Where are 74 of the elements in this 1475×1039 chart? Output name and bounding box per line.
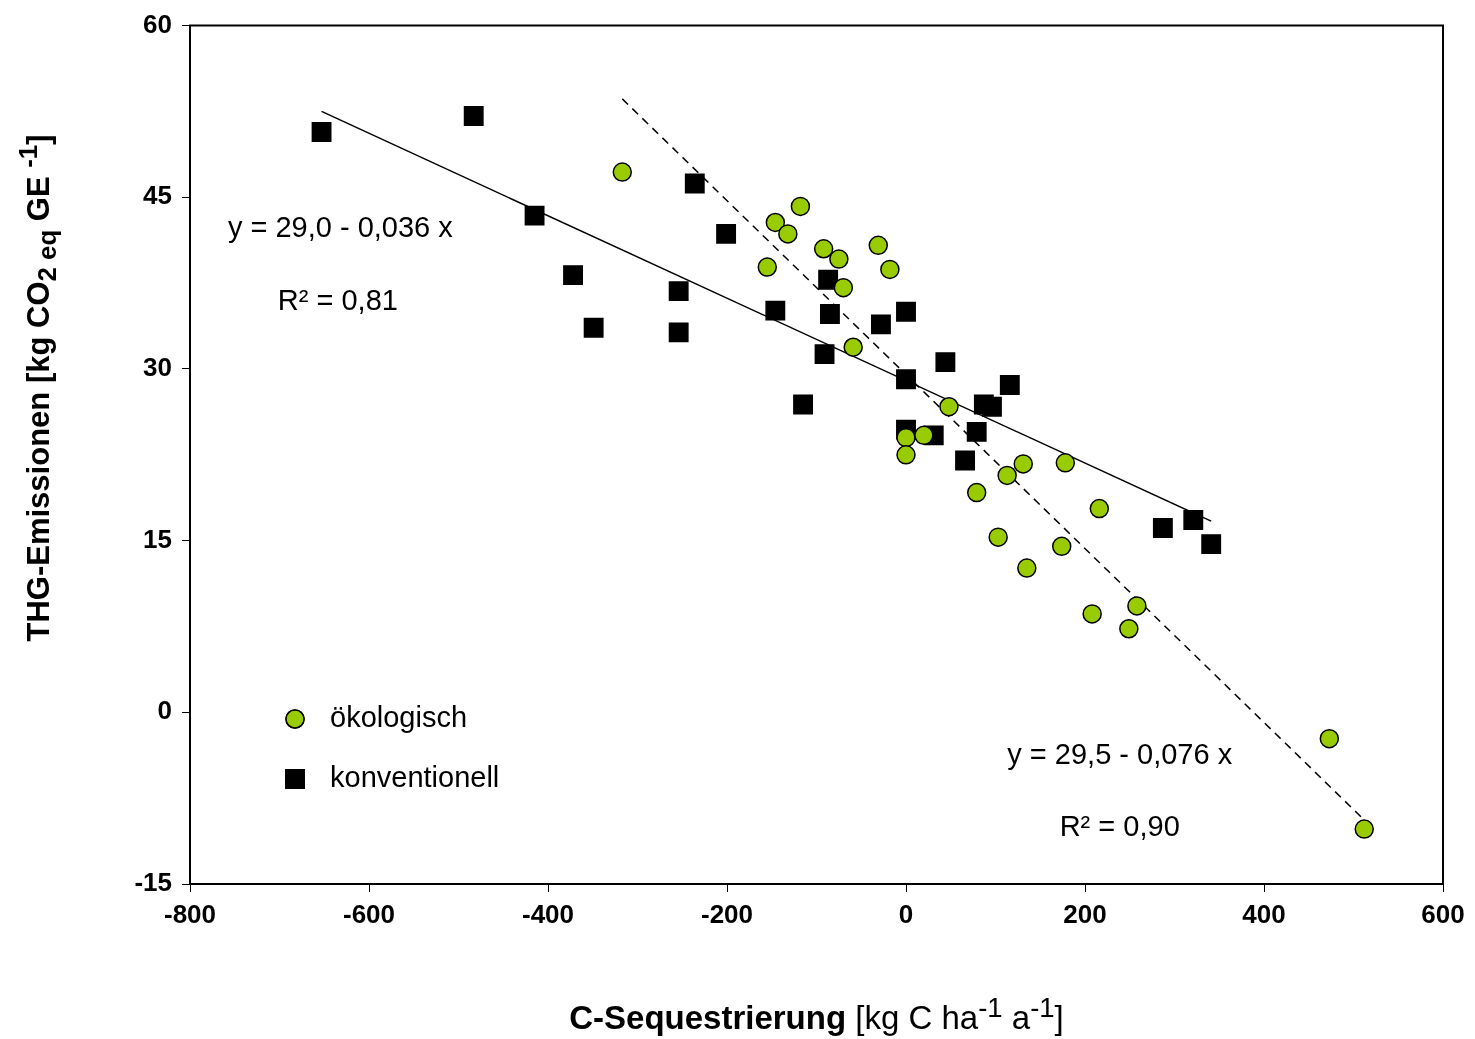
x-tick-label: 0 [898, 898, 914, 929]
point [765, 300, 786, 321]
point [1183, 510, 1204, 530]
point [311, 122, 332, 142]
point [880, 259, 900, 280]
annotation: y = 29,0 - 0,036 x [227, 211, 454, 244]
point [778, 224, 798, 244]
point [1119, 619, 1139, 639]
y-tick-label: 30 [143, 352, 172, 383]
point [1089, 498, 1110, 519]
point [524, 205, 545, 226]
point [818, 269, 839, 290]
point [668, 322, 689, 343]
annotation: R² = 0,81 [277, 284, 398, 316]
point [1017, 558, 1037, 578]
x-tick-label: -800 [163, 898, 217, 929]
point [981, 396, 1002, 417]
x-tick-label: -600 [342, 898, 396, 929]
point [935, 352, 956, 373]
point [1354, 819, 1374, 839]
point [896, 445, 916, 465]
y-tick-label: 60 [143, 8, 172, 39]
point [1055, 453, 1076, 473]
point [668, 281, 689, 302]
x-tick-label: 400 [1242, 898, 1286, 929]
annotation: R² = 0,90 [1059, 810, 1180, 843]
point [757, 257, 778, 277]
point [612, 162, 633, 182]
point [1082, 604, 1102, 624]
point [914, 425, 934, 446]
x-tick-label: -200 [700, 898, 754, 929]
point [868, 235, 889, 256]
annotation: y = 29,5 - 0,076 x [1007, 738, 1233, 771]
point [843, 337, 863, 357]
point [896, 301, 916, 322]
point [716, 223, 737, 244]
point [793, 394, 814, 415]
point [896, 427, 916, 448]
point [1051, 536, 1072, 557]
point [765, 212, 786, 233]
point [583, 317, 604, 338]
point [988, 527, 1008, 547]
point [790, 196, 811, 217]
legend-label: konventionell [330, 761, 500, 793]
point [999, 375, 1020, 395]
point [1013, 454, 1033, 474]
point [896, 369, 916, 390]
y-tick-label: 0 [157, 695, 172, 726]
point [463, 106, 484, 126]
point [833, 277, 854, 298]
point [955, 450, 976, 471]
point [966, 421, 987, 442]
point [819, 304, 840, 324]
x-tick-label: -400 [521, 898, 575, 929]
y-tick-label: -15 [134, 867, 172, 898]
point [813, 239, 834, 259]
point [563, 265, 583, 286]
point [1201, 534, 1222, 555]
y-tick-label: 45 [143, 180, 172, 211]
x-tick-label: 200 [1063, 898, 1107, 929]
point [966, 482, 987, 503]
legend-label: ökologisch [330, 701, 468, 733]
point [997, 465, 1017, 486]
x-tick-label: 600 [1421, 898, 1465, 929]
point [939, 396, 959, 417]
point [1127, 596, 1147, 616]
y-tick-label: 15 [143, 523, 172, 554]
point [829, 249, 849, 269]
point [814, 344, 835, 365]
x-axis-title: C-Sequestrierung [kg C ha$^{-1}$ a$^{-1}$] [568, 992, 1065, 1037]
point [684, 173, 705, 194]
point [1152, 518, 1173, 538]
point [1319, 728, 1340, 749]
point [871, 314, 891, 335]
